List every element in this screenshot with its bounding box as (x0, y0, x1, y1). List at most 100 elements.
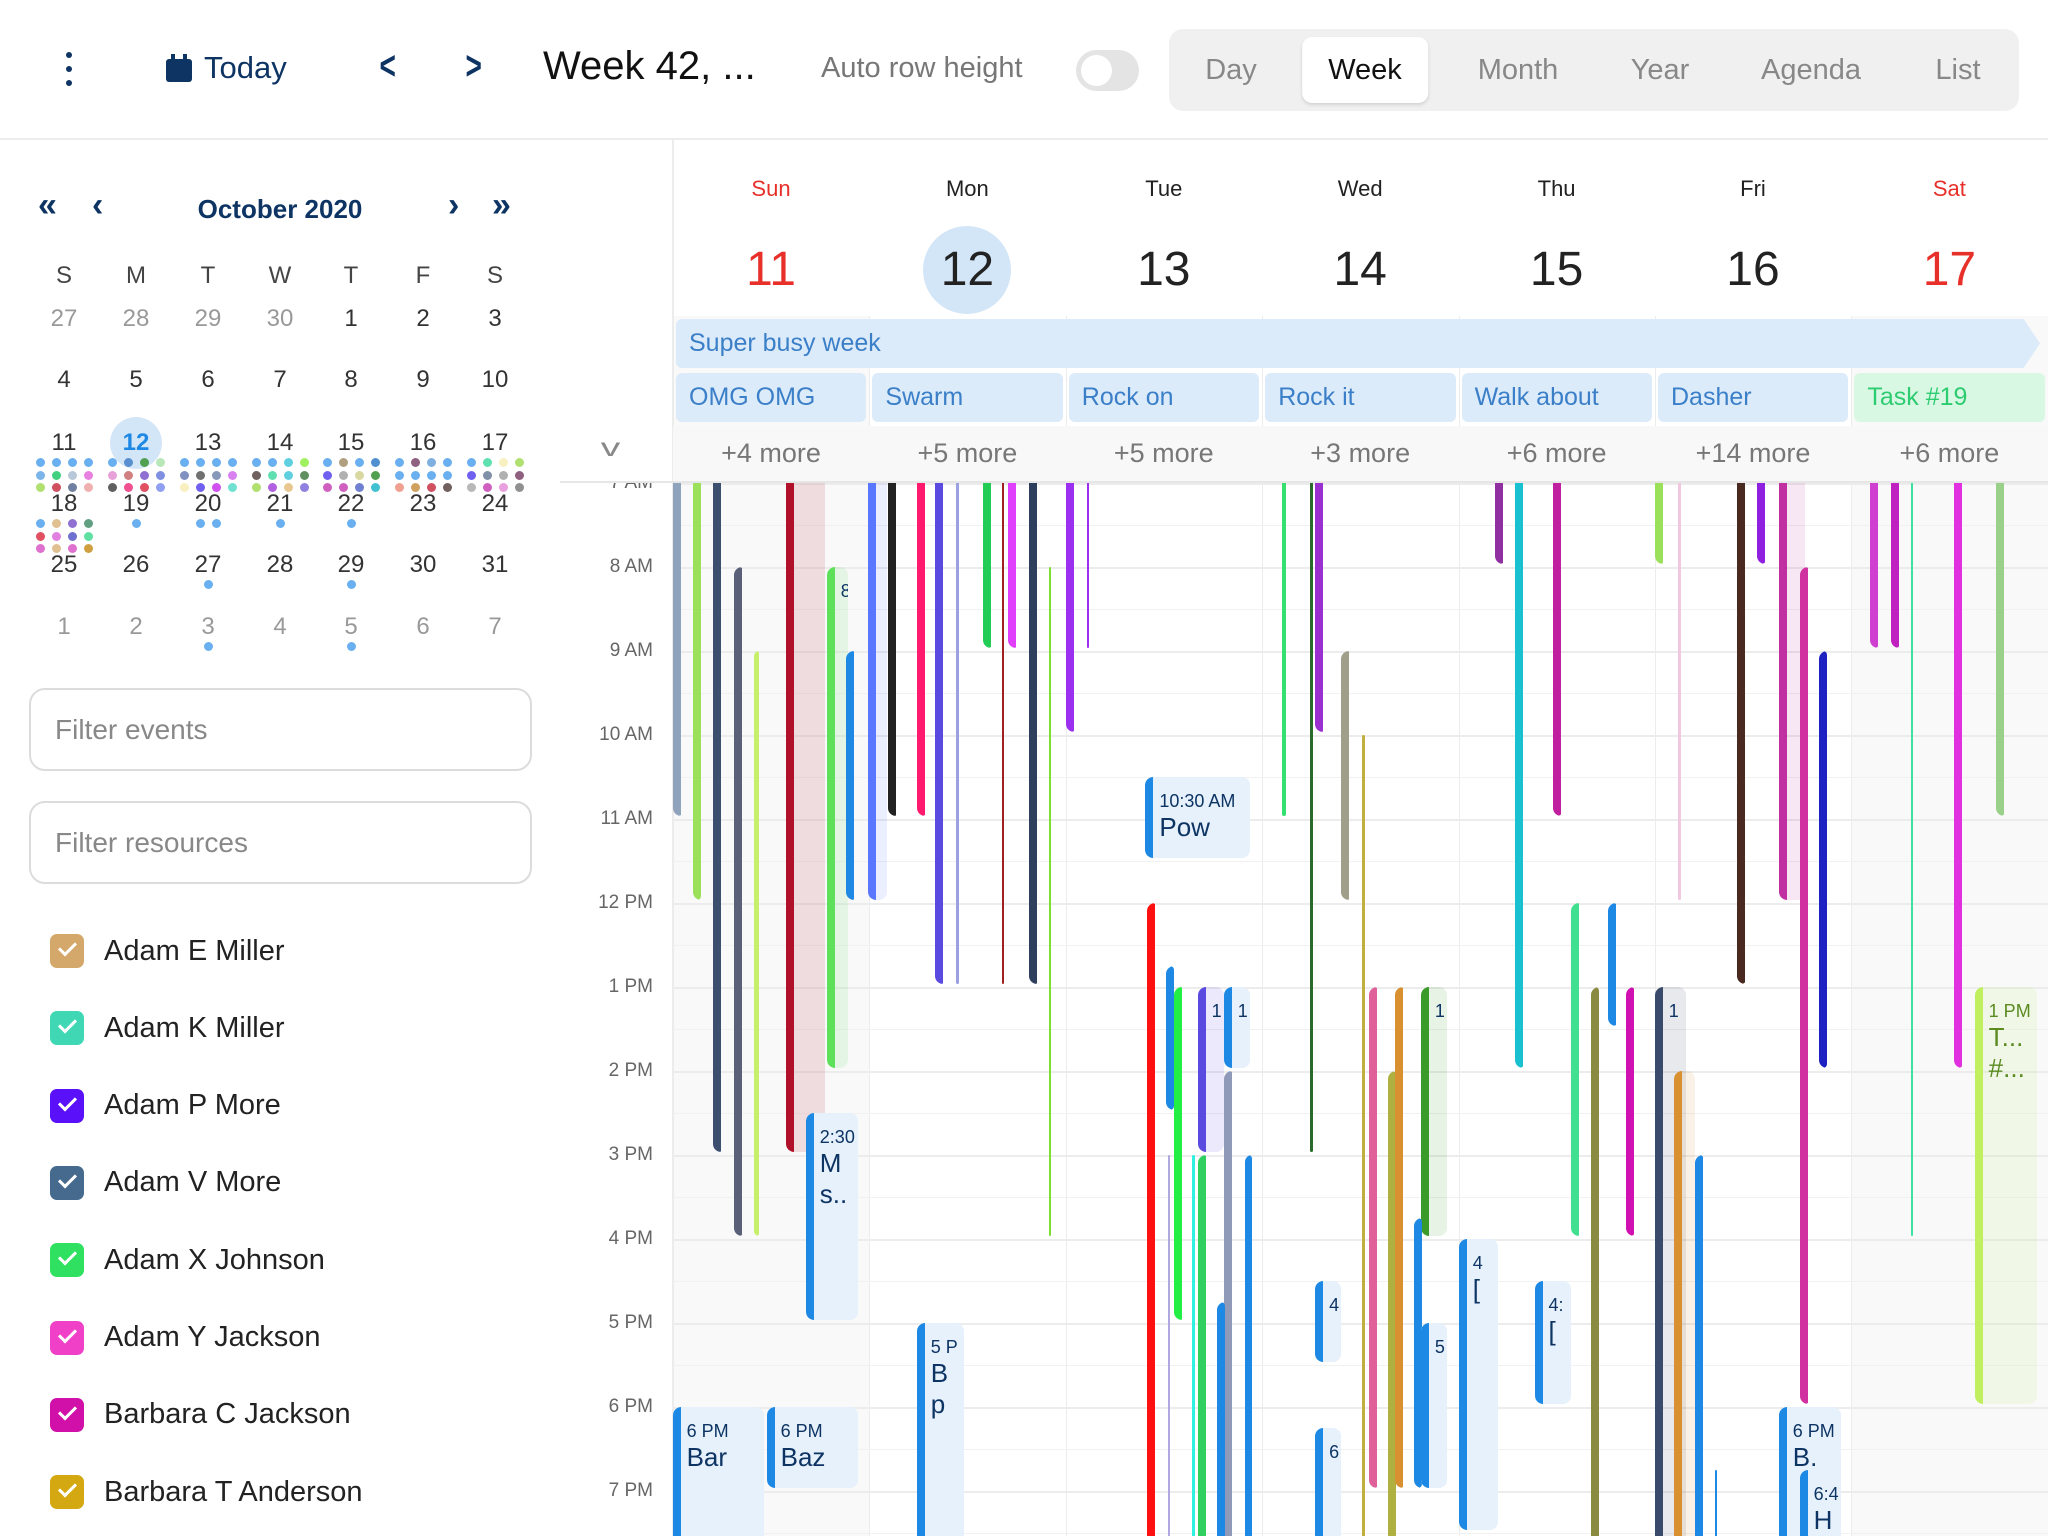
calendar-event[interactable] (753, 651, 759, 1236)
kebab-menu-icon[interactable] (60, 52, 78, 86)
more-link[interactable]: +14 more (1695, 438, 1811, 468)
calendar-event[interactable] (1388, 1071, 1397, 1536)
calendar-event[interactable]: 4 (1315, 1281, 1342, 1362)
checkbox[interactable] (50, 1243, 84, 1278)
calendar-event[interactable]: 5 (1420, 1323, 1448, 1488)
calendar-event[interactable] (1368, 987, 1379, 1488)
calendar-event[interactable] (1282, 483, 1287, 816)
all-day-event[interactable]: Walk about (1461, 373, 1652, 422)
calendar-event[interactable] (1736, 483, 1746, 984)
view-agenda[interactable]: Agenda (1761, 54, 1861, 86)
auto-row-height-toggle[interactable] (1076, 50, 1139, 91)
calendar-event[interactable] (1362, 735, 1365, 1536)
calendar-event[interactable] (1217, 1302, 1226, 1536)
calendar-event[interactable] (1891, 483, 1900, 648)
calendar-event[interactable] (916, 483, 927, 816)
mini-calendar-day[interactable]: 12 (110, 417, 162, 469)
mini-calendar-day[interactable]: 22 (337, 490, 365, 517)
view-month[interactable]: Month (1477, 54, 1559, 86)
calendar-event[interactable] (713, 483, 723, 1152)
calendar-event[interactable] (868, 483, 887, 900)
mini-calendar-day[interactable]: 30 (409, 551, 437, 578)
all-day-event[interactable]: Task #19 (1854, 373, 2045, 422)
checkbox[interactable] (50, 1397, 84, 1432)
calendar-event[interactable]: 1 (1197, 987, 1224, 1152)
calendar-event[interactable] (1341, 651, 1351, 900)
mini-calendar-day[interactable]: 1 (57, 613, 71, 640)
prev-year-icon[interactable]: « (38, 186, 57, 224)
mini-calendar-day[interactable]: 13 (194, 429, 222, 456)
calendar-event[interactable] (1315, 483, 1325, 732)
resource-item[interactable]: Adam K Miller (50, 1011, 285, 1046)
calendar-event[interactable]: 4[ (1458, 1239, 1498, 1530)
calendar-event[interactable] (1799, 567, 1810, 1404)
mini-calendar-day[interactable]: 2 (416, 305, 430, 332)
calendar-event[interactable]: 6 PM Baz (766, 1407, 859, 1488)
calendar-event[interactable] (1223, 1071, 1234, 1536)
calendar-event[interactable] (1167, 1155, 1171, 1536)
checkbox[interactable] (50, 1011, 84, 1046)
calendar-event[interactable] (786, 483, 826, 1152)
mini-calendar-day[interactable]: 5 (129, 366, 143, 393)
all-day-event[interactable]: Rock it (1265, 373, 1456, 422)
mini-calendar-day[interactable]: 24 (481, 490, 509, 517)
day-number[interactable]: 15 (1529, 243, 1584, 296)
mini-calendar-day[interactable]: 2 (129, 613, 143, 640)
calendar-event[interactable] (846, 651, 856, 900)
more-link[interactable]: +4 more (721, 438, 821, 468)
resource-item[interactable]: Barbara C Jackson (50, 1397, 351, 1432)
calendar-event[interactable] (1995, 483, 2005, 816)
calendar-event[interactable] (672, 483, 683, 816)
all-day-event[interactable]: OMG OMG (676, 373, 867, 422)
calendar-event[interactable] (1008, 483, 1018, 648)
resource-item[interactable]: Barbara T Anderson (50, 1475, 363, 1510)
more-link[interactable]: +6 more (1506, 438, 1607, 468)
mini-calendar-day[interactable]: 5 (344, 613, 358, 640)
calendar-event[interactable] (1714, 1470, 1718, 1536)
resource-item[interactable]: Adam X Johnson (50, 1243, 325, 1278)
mini-calendar-day[interactable]: 4 (57, 366, 71, 393)
calendar-event[interactable] (1870, 483, 1879, 648)
calendar-event[interactable] (693, 483, 702, 900)
calendar-event[interactable] (1590, 987, 1599, 1536)
calendar-event[interactable] (1674, 1071, 1696, 1536)
prev-month-icon[interactable]: ‹ (92, 186, 104, 224)
checkbox[interactable] (50, 1088, 84, 1123)
calendar-event[interactable] (935, 483, 945, 984)
calendar-event[interactable] (1086, 483, 1090, 648)
resource-item[interactable]: Adam V More (50, 1165, 281, 1200)
calendar-event[interactable] (733, 567, 744, 1236)
view-year[interactable]: Year (1630, 54, 1690, 86)
mini-calendar-day[interactable]: 11 (51, 429, 77, 456)
calendar-event[interactable] (1571, 903, 1581, 1236)
checkbox[interactable] (50, 1475, 84, 1510)
calendar-event[interactable] (1756, 483, 1766, 564)
calendar-event[interactable] (1678, 483, 1681, 900)
mini-calendar-day[interactable]: 8 (344, 366, 358, 393)
calendar-event[interactable] (1174, 987, 1184, 1320)
calendar-event[interactable]: 1 PM T... #... (1974, 987, 2038, 1404)
mini-calendar-day[interactable]: 27 (50, 305, 78, 332)
calendar-event[interactable] (1001, 483, 1005, 984)
calendar-event[interactable]: 4:[ (1534, 1281, 1572, 1404)
mini-calendar-day[interactable]: 3 (201, 613, 215, 640)
checkbox[interactable] (50, 1165, 84, 1200)
mini-calendar-day[interactable]: 14 (266, 429, 294, 456)
mini-calendar-day[interactable]: 28 (122, 305, 150, 332)
chevron-left-icon[interactable]: < (379, 44, 396, 88)
all-day-event[interactable]: Dasher (1658, 373, 1849, 422)
calendar-event[interactable]: 1 (1420, 987, 1448, 1236)
calendar-event[interactable] (1394, 987, 1405, 1488)
mini-calendar-day[interactable]: 19 (122, 490, 150, 517)
calendar-event[interactable] (1146, 903, 1157, 1536)
mini-calendar-day[interactable]: 28 (266, 551, 294, 578)
calendar-event[interactable]: 1 (1223, 987, 1250, 1068)
calendar-event[interactable] (1495, 483, 1504, 564)
mini-calendar-day[interactable]: 31 (481, 551, 509, 578)
calendar-event[interactable] (1552, 483, 1562, 816)
calendar-event[interactable] (888, 483, 898, 816)
checkbox[interactable] (50, 1320, 84, 1355)
mini-calendar-day[interactable]: 6 (416, 613, 430, 640)
mini-calendar-day[interactable]: 26 (122, 551, 150, 578)
